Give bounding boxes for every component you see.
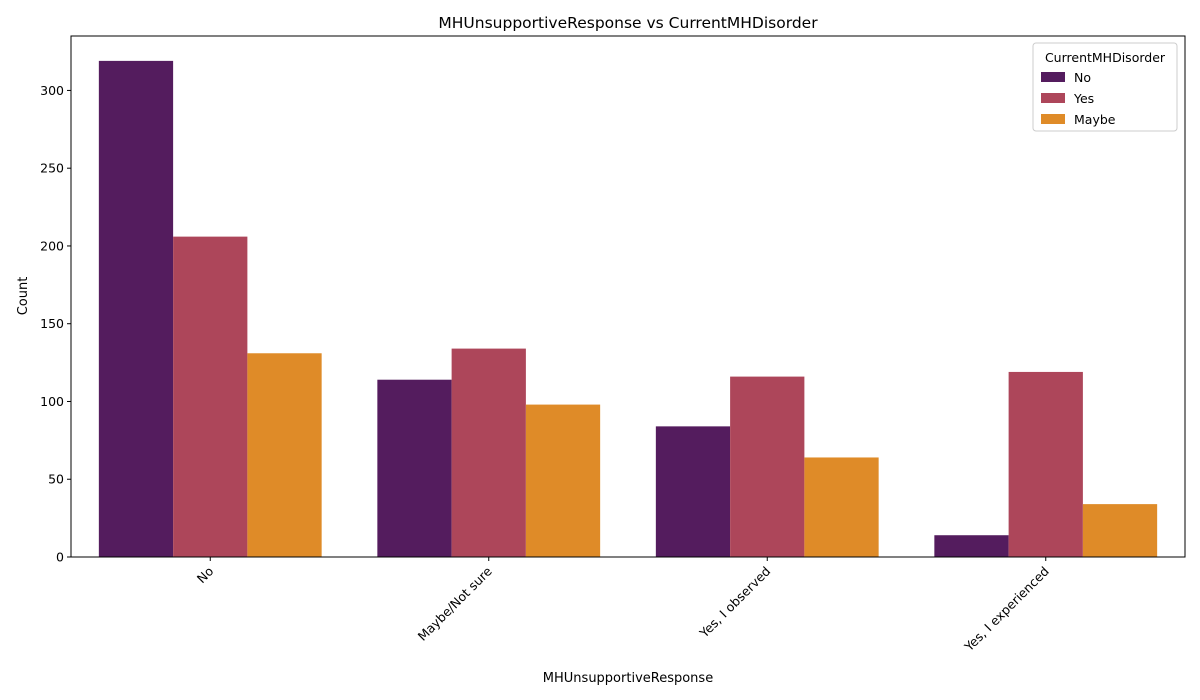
legend-label-maybe: Maybe xyxy=(1074,112,1116,127)
bar-maybe-0 xyxy=(247,353,322,557)
plot-frame xyxy=(70,35,1186,558)
bar-yes-1 xyxy=(451,348,526,557)
legend-title: CurrentMHDisorder xyxy=(1045,50,1166,65)
y-tick-label: 150 xyxy=(40,316,64,331)
bar-yes-3 xyxy=(1008,371,1083,557)
x-tick-label: Yes, I experienced xyxy=(961,564,1052,655)
x-tick-label: No xyxy=(194,564,217,587)
y-tick-label: 250 xyxy=(40,161,64,176)
y-tick-label: 50 xyxy=(48,472,64,487)
x-tick-label: Yes, I observed xyxy=(696,564,774,642)
x-axis: No Maybe/Not sure Yes, I observed Yes, I ex… xyxy=(194,557,1052,655)
bar-yes-2 xyxy=(730,376,805,557)
legend-box xyxy=(1032,42,1178,132)
bar-maybe-3 xyxy=(1082,504,1158,557)
y-axis-label: Count xyxy=(16,277,31,316)
chart-title: MHUnsupportiveResponse vs CurrentMHDisor… xyxy=(438,14,818,32)
bar-maybe-1 xyxy=(525,404,601,557)
bar-no-1 xyxy=(377,379,452,557)
legend-label-no: No xyxy=(1074,70,1091,85)
bar-no-3 xyxy=(934,535,1009,557)
legend-swatch-maybe xyxy=(1041,114,1065,124)
legend-swatch-yes xyxy=(1041,93,1065,103)
y-tick-label: 300 xyxy=(40,83,64,98)
y-tick-label: 0 xyxy=(56,550,64,565)
bar-yes-0 xyxy=(173,236,248,557)
y-tick-label: 100 xyxy=(40,394,64,409)
legend: CurrentMHDisorder No Yes Maybe xyxy=(1032,42,1178,132)
bars-group xyxy=(98,60,1158,558)
x-axis-label: MHUnsupportiveResponse xyxy=(543,671,713,686)
y-axis: 0 50 100 150 200 250 300 xyxy=(40,83,71,565)
legend-swatch-no xyxy=(1041,72,1065,82)
bar-no-0 xyxy=(98,60,174,558)
legend-label-yes: Yes xyxy=(1073,91,1094,106)
x-tick-label: Maybe/Not sure xyxy=(415,563,496,644)
y-tick-label: 200 xyxy=(40,238,64,253)
bar-maybe-2 xyxy=(804,457,879,557)
bar-no-2 xyxy=(655,426,731,557)
